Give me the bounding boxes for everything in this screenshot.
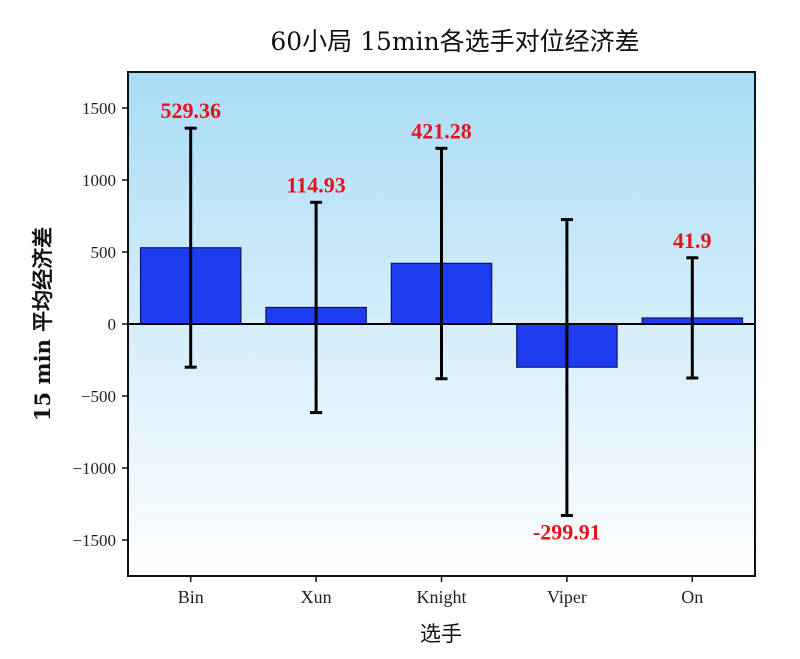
y-tick-label: 500 xyxy=(91,243,117,262)
data-label: 114.93 xyxy=(286,172,345,197)
y-tick-label: 1000 xyxy=(82,171,116,190)
y-tick-label: 1500 xyxy=(82,99,116,118)
y-tick-label: 0 xyxy=(108,315,117,334)
data-label: 421.28 xyxy=(411,118,472,143)
x-axis-label: 选手 xyxy=(420,622,462,646)
x-tick-label: On xyxy=(681,587,703,607)
data-label: 529.36 xyxy=(160,98,221,123)
chart-title: 60小局 15min各选手对位经济差 xyxy=(270,27,639,56)
x-tick-label: Viper xyxy=(547,587,587,607)
y-axis-label: 15 min 平均经济差 xyxy=(30,227,55,421)
x-tick-label: Knight xyxy=(416,587,466,607)
y-tick-label: −1500 xyxy=(72,531,116,550)
data-labels-layer: 529.36 114.93 421.28 -299.91 41.9 xyxy=(160,98,711,544)
error-bars-layer xyxy=(184,126,699,518)
x-tick-label: Bin xyxy=(178,587,204,607)
y-axis-ticks: −1500 −1000 −500 0 500 1000 1500 xyxy=(72,99,128,550)
y-tick-label: −1000 xyxy=(72,459,116,478)
x-tick-label: Xun xyxy=(301,587,332,607)
data-label: -299.91 xyxy=(533,520,601,545)
data-label: 41.9 xyxy=(673,228,712,253)
y-tick-label: −500 xyxy=(81,387,116,406)
x-axis-ticks: Bin Xun Knight Viper On xyxy=(178,576,703,607)
